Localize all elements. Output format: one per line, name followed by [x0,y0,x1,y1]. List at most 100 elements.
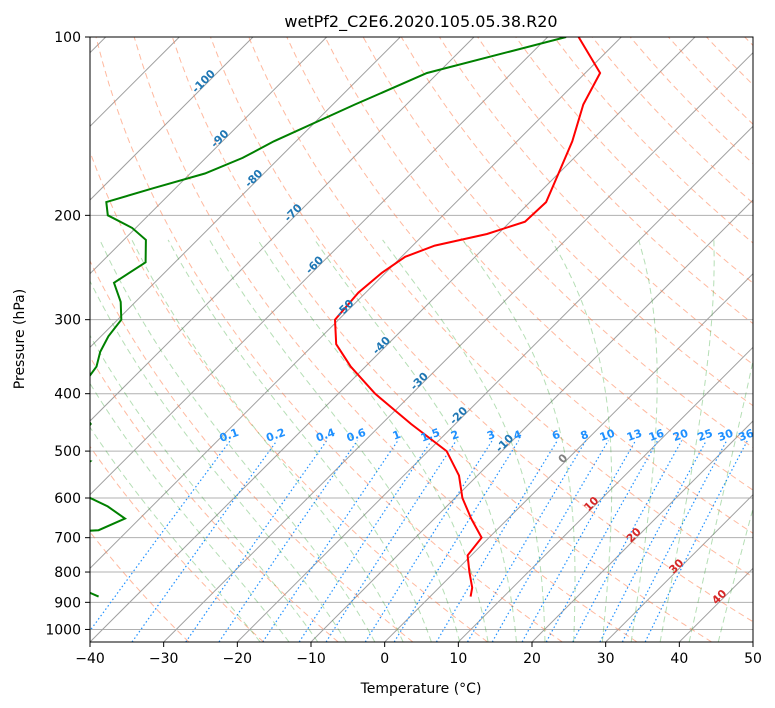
isotherm-line [90,37,328,275]
dry-adiabat-line [286,37,753,534]
mixing-ratio-line [364,440,493,642]
mixing-ratio-line [644,440,748,642]
mixing-ratio-label: 4 [512,428,524,443]
mixing-ratio-label: 6 [550,428,562,443]
y-tick-label: 300 [54,313,81,329]
dry-adiabat-line [90,445,264,642]
grid-layer [90,37,753,642]
moist-adiabat-line [90,279,347,642]
moist-adiabat-line [382,239,546,642]
moist-adiabat-line [99,239,376,642]
mixing-ratio-label: 30 [716,426,735,444]
isotherm-line [90,37,254,201]
y-axis-label: Pressure (hPa) [12,289,28,389]
moist-adiabat-line [630,239,658,642]
dry-adiabat-line [90,259,414,642]
dry-adiabat-line [171,37,712,642]
mixing-ratio-line [90,440,231,632]
dry-adiabat-line [133,37,638,642]
isotherm-line [605,493,753,642]
mixing-ratio-line [572,440,683,642]
mixing-ratio-label: 36 [737,426,756,444]
adiabat-layer [90,37,753,642]
mixing-ratio-line [131,440,278,642]
y-tick-label: 900 [54,595,81,611]
mixing-ratio-label: 10 [598,426,617,444]
y-tick-label: 400 [54,387,81,403]
y-tick-label: 1000 [45,622,81,638]
mixing-ratio-line [393,440,520,642]
moist-adiabat-line [462,239,576,642]
isotherm-line [457,346,753,642]
x-tick-label: 30 [597,651,615,667]
mixing-ratio-label: 1 [391,428,403,443]
moist-adiabat-line [314,239,517,642]
x-tick-label: −40 [75,651,105,667]
x-tick-label: 10 [449,651,467,667]
y-tick-label: 100 [54,30,81,46]
x-tick-label: −10 [296,651,326,667]
isotherm-line [90,37,401,349]
dry-adiabat-line [95,37,563,642]
isotherm-line [90,37,475,422]
moist-adiabat-line [551,239,613,642]
x-tick-label: 50 [744,651,762,667]
isotherm-line [236,125,753,642]
mixing-ratio-line [298,440,432,642]
mixing-ratio-layer [90,440,748,642]
dewpoint-profile-line [90,37,567,598]
mixing-ratio-line [262,440,399,642]
isotherm-line [90,37,696,642]
x-axis-label: Temperature (°C) [360,681,482,697]
dry-adiabat-line [90,356,339,642]
moist-adiabat-line [659,239,715,642]
dry-adiabat-line [515,37,753,284]
moist-adiabat-line [167,239,432,642]
y-tick-label: 200 [54,208,81,224]
dry-adiabat-line [324,37,753,491]
mixing-ratio-label: 0.6 [345,426,368,445]
mixing-ratio-line [545,440,659,642]
mixing-ratio-line [466,440,587,642]
y-tick-label: 600 [54,491,81,507]
isotherm-line [384,272,753,642]
moist-adiabat-line [209,239,461,642]
mixing-ratio-label: 0.1 [218,426,241,445]
isotherm-line [531,420,753,642]
mixing-ratio-line [185,440,328,642]
moist-adiabat-line [90,426,261,642]
temperature-profile-line [333,37,602,597]
tick-layer: −40 −30 −20 −10 0 10 20 30 40 5010020030040050060… [45,30,762,667]
y-tick-label: 700 [54,531,81,547]
x-tick-label: −30 [149,651,179,667]
mixing-ratio-label: 0.4 [314,426,337,445]
mixing-ratio-label: 20 [671,426,690,444]
dry-adiabat-line [248,37,753,578]
mixing-ratio-line [325,440,457,642]
mixing-ratio-line [491,440,609,642]
y-tick-label: 500 [54,444,81,460]
sounding-layer [90,37,602,598]
mixing-ratio-line [521,440,637,642]
dry-adiabat-line [210,37,753,623]
moist-adiabat-line [90,334,319,642]
mixing-ratio-label: 0.2 [264,426,287,445]
chart-title: wetPf2_C2E6.2020.105.05.38.R20 [284,12,557,32]
x-tick-label: 40 [670,651,688,667]
mixing-ratio-label: 8 [579,428,591,443]
moist-adiabat-line [90,382,290,642]
mixing-ratio-label: 3 [485,428,497,443]
mixing-ratio-label: 2 [449,428,461,443]
y-tick-label: 800 [54,565,81,581]
isotherm-line [90,37,549,496]
moist-adiabat-line [131,239,404,642]
x-tick-label: 0 [380,651,389,667]
moist-adiabat-line [688,358,753,642]
x-tick-label: 20 [523,651,541,667]
plot-frame [89,36,754,643]
mixing-ratio-label: 13 [625,427,644,444]
mixing-ratio-label: 16 [647,426,666,444]
moist-adiabat-line [257,239,489,642]
